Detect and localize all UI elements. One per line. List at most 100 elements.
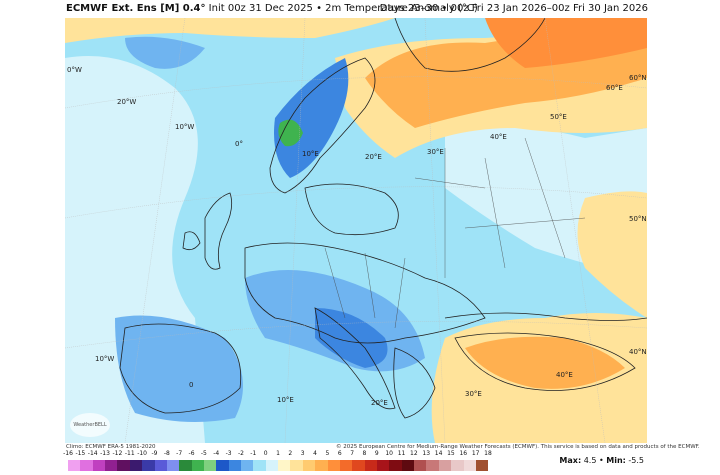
grid-label: 30°E	[427, 148, 444, 156]
grid-label: 40°E	[490, 133, 507, 141]
colorbar-swatch	[129, 460, 143, 471]
colorbar-tick-label: -5	[200, 450, 207, 457]
grid-label: 30°E	[465, 390, 482, 398]
colorbar-tick-label: -9	[151, 450, 158, 457]
colorbar-tick-label: -10	[137, 450, 148, 457]
colorbar-swatch	[191, 460, 204, 471]
colorbar-tick-label: -6	[188, 450, 195, 457]
colorbar-swatch	[451, 460, 464, 471]
colorbar-swatch	[92, 460, 106, 471]
colorbar-tick-label: 4	[313, 450, 317, 457]
grid-label: 40°E	[556, 371, 573, 379]
colorbar-swatch	[438, 460, 452, 471]
colorbar-tick-label: 9	[374, 450, 379, 457]
grid-label: 20°E	[365, 153, 382, 161]
grid-label: 20°E	[371, 399, 388, 407]
grid-label: 10°E	[302, 150, 319, 158]
colorbar-swatch	[426, 460, 439, 471]
colorbar-tick-label: 3	[300, 450, 305, 457]
colorbar-tick-label: -4	[213, 450, 220, 457]
grid-label: 50°E	[550, 113, 567, 121]
colorbar-swatch	[80, 460, 93, 471]
colorbar-swatch	[302, 460, 316, 471]
header-left: ECMWF Ext. Ens [M] 0.4° Init 00z 31 Dec …	[66, 3, 478, 14]
grid-label: 10°W	[175, 123, 195, 131]
colorbar-swatch	[401, 460, 415, 471]
colorbar-swatch	[68, 460, 81, 471]
colorbar-tick-label: 1	[276, 450, 280, 457]
colorbar-swatch	[376, 460, 390, 471]
colorbar-swatch	[241, 460, 254, 471]
colorbar-tick-label: 0	[263, 450, 268, 457]
colorbar-swatch	[105, 460, 118, 471]
min-value: -5.5	[628, 456, 644, 465]
grid-label: 20°W	[117, 98, 137, 106]
model-name: ECMWF Ext. Ens [M] 0.4°	[66, 3, 206, 14]
climo-note: Climo: ECMWF ERA-5 1981-2020	[66, 444, 156, 450]
colorbar-swatches	[68, 460, 489, 471]
grid-label: 0	[189, 381, 194, 389]
colorbar-swatch	[117, 460, 130, 471]
colorbar-tick-label: -8	[163, 450, 170, 457]
max-min-readout: Max: 4.5 • Min: -5.5	[559, 456, 644, 465]
colorbar-tick-label: 7	[350, 450, 355, 457]
colorbar-swatch	[475, 460, 489, 471]
max-label: Max:	[559, 456, 582, 465]
max-value: 4.5	[583, 456, 597, 465]
colorbar-labels: -16 -15 -14 -13 -12 -11 -10 -9 -8 -7 -6 -5 -4 -3 -2 -1 0…	[63, 450, 492, 459]
valid-period: Days 23–30 • 00z Fri 23 Jan 2026–00z Fri…	[379, 3, 648, 14]
colorbar-tick-label: 12	[410, 450, 418, 457]
colorbar-tick-label: -13	[100, 450, 110, 457]
colorbar-swatch	[166, 460, 180, 471]
colorbar-swatch	[352, 460, 365, 471]
copyright-note: © 2025 European Centre for Medium-Range …	[336, 444, 700, 450]
colorbar-tick-label: 11	[397, 450, 406, 457]
grid-label: 10°W	[95, 355, 115, 363]
weatherbell-logo: WeatherBELL	[70, 413, 110, 437]
colorbar-swatch	[315, 460, 328, 471]
colorbar-swatch	[364, 460, 377, 471]
colorbar-tick-label: -11	[124, 450, 135, 457]
colorbar-swatch	[463, 460, 476, 471]
colorbar-swatch	[228, 460, 242, 471]
colorbar-tick-label: -3	[225, 450, 232, 457]
colorbar-swatch	[179, 460, 192, 471]
min-label: Min:	[606, 456, 626, 465]
colorbar-swatch	[142, 460, 155, 471]
colorbar-tick-label: 16	[459, 450, 468, 457]
colorbar-swatch	[414, 460, 427, 471]
grid-label: 0°W	[67, 66, 82, 74]
colorbar-tick-label: -7	[176, 450, 183, 457]
colorbar-swatch	[389, 460, 402, 471]
map-header: ECMWF Ext. Ens [M] 0.4° Init 00z 31 Dec …	[0, 0, 720, 18]
colorbar-tick-label: -15	[75, 450, 86, 457]
colorbar-tick-label: -1	[250, 450, 257, 457]
colorbar-tick-label: -16	[63, 450, 73, 457]
colorbar-tick-label: 13	[422, 450, 431, 457]
grid-label: 50°N	[629, 215, 647, 223]
map-canvas	[65, 18, 647, 443]
colorbar: -16 -15 -14 -13 -12 -11 -10 -9 -8 -7 -6 -5 -4 -3 -2 -1 0…	[63, 450, 492, 474]
grid-label: 0°	[235, 140, 243, 148]
colorbar-swatch	[290, 460, 303, 471]
colorbar-swatch	[327, 460, 340, 471]
colorbar-tick-label: -14	[87, 450, 98, 457]
colorbar-swatch	[203, 460, 217, 471]
colorbar-tick-label: 8	[362, 450, 367, 457]
colorbar-swatch	[253, 460, 266, 471]
colorbar-tick-label: 18	[484, 450, 492, 457]
colorbar-tick-label: 5	[325, 450, 330, 457]
anomaly-map: 0°W 20°W 10°W 0° 10°E 20°E 30°E 40°E 50°…	[65, 18, 647, 443]
colorbar-tick-label: 17	[471, 450, 480, 457]
colorbar-swatch	[339, 460, 353, 471]
colorbar-swatch	[265, 460, 279, 471]
colorbar-tick-label: 14	[434, 450, 443, 457]
colorbar-swatch	[154, 460, 167, 471]
grid-label: 40°N	[629, 348, 647, 356]
init-time: Init 00z 31 Dec 2025	[208, 3, 313, 14]
colorbar-tick-label: 10	[385, 450, 393, 457]
colorbar-tick-label: -12	[112, 450, 123, 457]
grid-label: 10°E	[277, 396, 294, 404]
colorbar-tick-label: -2	[237, 450, 244, 457]
colorbar-tick-label: 6	[337, 450, 342, 457]
